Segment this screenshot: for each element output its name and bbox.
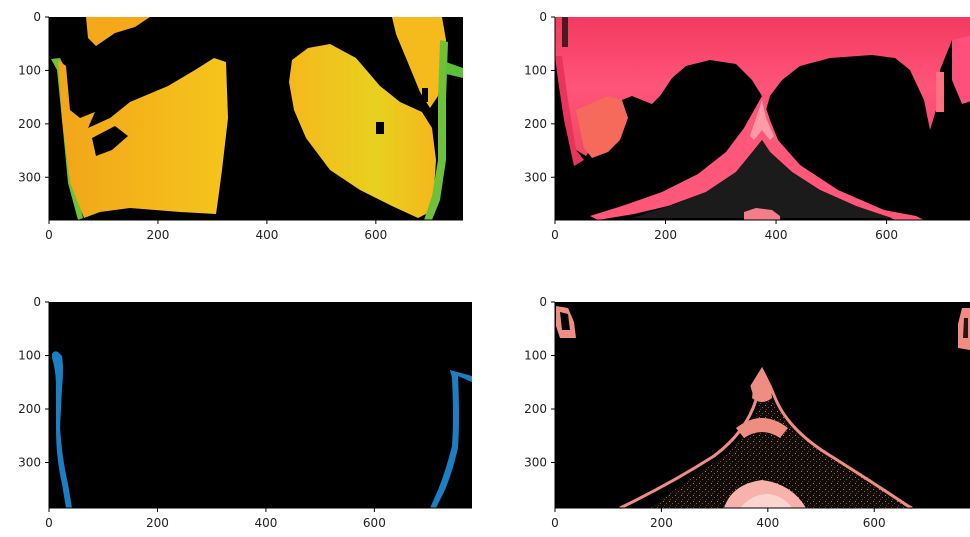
region-bottom-core [740, 494, 792, 508]
image-plot-4 [555, 302, 970, 510]
region-left-dark-edge [562, 17, 568, 47]
y-tick-label: 0 [33, 10, 41, 24]
region-top-right [392, 17, 446, 108]
y-tick-label: 100 [18, 349, 41, 363]
y-tick-label: 300 [18, 170, 41, 184]
region-right-edge [424, 40, 448, 220]
speck [422, 88, 428, 102]
plot-background [49, 302, 472, 508]
y-tick-label: 200 [524, 117, 547, 131]
y-tick-label: 0 [539, 295, 547, 309]
x-ticks-1: 0 200 400 600 [45, 220, 387, 242]
x-tick-label: 200 [650, 516, 673, 530]
y-ticks-3: 0 100 200 300 [18, 295, 49, 470]
y-tick-label: 100 [18, 63, 41, 77]
panel-top-left: 0 100 200 300 0 200 400 600 [0, 0, 470, 255]
region-arch-peak [752, 370, 772, 402]
x-tick-label: 400 [254, 516, 277, 530]
x-tick-label: 0 [45, 228, 53, 242]
axes-2: 0 100 200 300 0 200 400 600 [524, 10, 970, 242]
x-tick-label: 0 [45, 516, 53, 530]
image-plot-2 [555, 17, 970, 220]
speck [376, 122, 384, 134]
x-ticks-3: 0 200 400 600 [45, 508, 386, 530]
region-left-notch [92, 126, 128, 156]
y-ticks-4: 0 100 200 300 [524, 295, 555, 470]
panel-bottom-left: 0 100 200 300 0 200 400 600 [0, 278, 485, 533]
axes-4: 0 100 200 300 0 200 400 600 [524, 295, 970, 530]
region-right-sliver [936, 72, 944, 112]
chart-panel-3: 0 100 200 300 0 200 400 600 [18, 295, 472, 530]
region-left-edge [555, 56, 584, 166]
x-ticks-4: 0 200 400 600 [551, 508, 886, 530]
x-tick-label: 200 [654, 228, 677, 242]
x-tick-label: 600 [863, 516, 886, 530]
y-tick-label: 100 [524, 349, 547, 363]
axes-1: 0 100 200 300 0 200 400 600 [18, 10, 463, 242]
x-tick-label: 0 [551, 516, 559, 530]
region-top-left [86, 17, 150, 46]
region-arch-body [650, 398, 910, 508]
axes-3: 0 100 200 300 0 200 400 600 [18, 295, 472, 530]
y-tick-label: 200 [18, 402, 41, 416]
region-top-left-hole [560, 312, 570, 330]
region-top-band [555, 17, 970, 156]
y-tick-label: 300 [524, 170, 547, 184]
chart-panel-1: 0 100 200 300 0 200 400 600 [18, 10, 463, 242]
y-ticks-1: 0 100 200 300 [18, 10, 49, 184]
y-tick-label: 100 [524, 63, 547, 77]
panel-top-right: 0 100 200 300 0 200 400 600 [500, 0, 970, 255]
y-tick-label: 0 [539, 10, 547, 24]
x-tick-label: 400 [255, 228, 278, 242]
x-tick-label: 600 [875, 228, 898, 242]
chart-panel-4: 0 100 200 300 0 200 400 600 [524, 295, 970, 530]
region-left-lower [576, 96, 628, 158]
region-arch-band [736, 418, 788, 438]
y-tick-label: 0 [33, 295, 41, 309]
region-top-right-hole [963, 318, 968, 338]
region-arch-band [590, 96, 924, 220]
y-tick-label: 200 [524, 402, 547, 416]
region-right-edge [952, 36, 970, 104]
y-tick-label: 300 [524, 456, 547, 470]
chart-panel-2: 0 100 200 300 0 200 400 600 [524, 10, 970, 242]
region-left-curve [52, 351, 72, 508]
x-tick-label: 600 [364, 228, 387, 242]
x-tick-label: 0 [551, 228, 559, 242]
region-arch-interior [632, 140, 892, 218]
region-bottom-center [744, 208, 780, 220]
x-tick-label: 400 [765, 228, 788, 242]
panel-bottom-right: 0 100 200 300 0 200 400 600 [500, 278, 970, 533]
y-tick-label: 300 [18, 456, 41, 470]
x-tick-label: 200 [146, 516, 169, 530]
image-plot-1 [49, 17, 463, 220]
x-ticks-2: 0 200 400 600 [551, 220, 898, 242]
y-ticks-2: 0 100 200 300 [524, 10, 555, 184]
region-right-tip [446, 62, 463, 78]
image-plot-3 [49, 302, 472, 508]
region-right-blob [289, 44, 436, 218]
x-tick-label: 600 [363, 516, 386, 530]
x-tick-label: 400 [756, 516, 779, 530]
region-left-blob [58, 58, 228, 218]
y-tick-label: 200 [18, 117, 41, 131]
x-tick-label: 200 [146, 228, 169, 242]
region-arch-core [750, 100, 774, 140]
